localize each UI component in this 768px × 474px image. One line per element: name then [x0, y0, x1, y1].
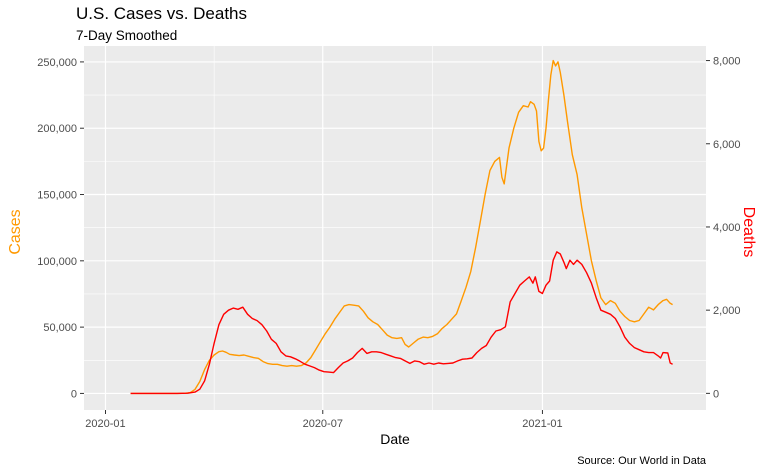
y-left-tick-label: 200,000	[37, 123, 77, 135]
series-layer	[130, 59, 673, 395]
axes: 0 50,000 100,000 150,000 200,000 250,000 0 2,00…	[37, 56, 740, 430]
y-left-tick-label: 0	[71, 388, 77, 400]
cases-line	[130, 59, 673, 395]
y-right-tick-label: 2,000	[713, 305, 741, 317]
deaths-line	[130, 251, 673, 395]
y-left-tick-label: 50,000	[43, 322, 77, 334]
chart-title: U.S. Cases vs. Deaths	[76, 4, 248, 23]
y-left-tick-label: 100,000	[37, 256, 77, 268]
plot-panel	[84, 46, 706, 410]
chart-caption: Source: Our World in Data	[577, 455, 706, 467]
chart-subtitle: 7-Day Smoothed	[76, 28, 178, 43]
y-right-tick-label: 8,000	[713, 56, 741, 68]
y-left-tick-label: 250,000	[37, 57, 77, 69]
y-right-tick-label: 4,000	[713, 222, 741, 234]
y-right-tick-label: 6,000	[713, 139, 741, 151]
y-axis-title-left: Cases	[7, 209, 24, 254]
x-tick-label: 2020-07	[303, 418, 343, 430]
x-tick-label: 2020-01	[85, 418, 125, 430]
x-tick-label: 2021-01	[522, 418, 562, 430]
y-right-tick-label: 0	[713, 388, 719, 400]
x-axis-title: Date	[380, 431, 410, 447]
y-axis-title-right: Deaths	[740, 207, 757, 258]
y-left-tick-label: 150,000	[37, 190, 77, 202]
